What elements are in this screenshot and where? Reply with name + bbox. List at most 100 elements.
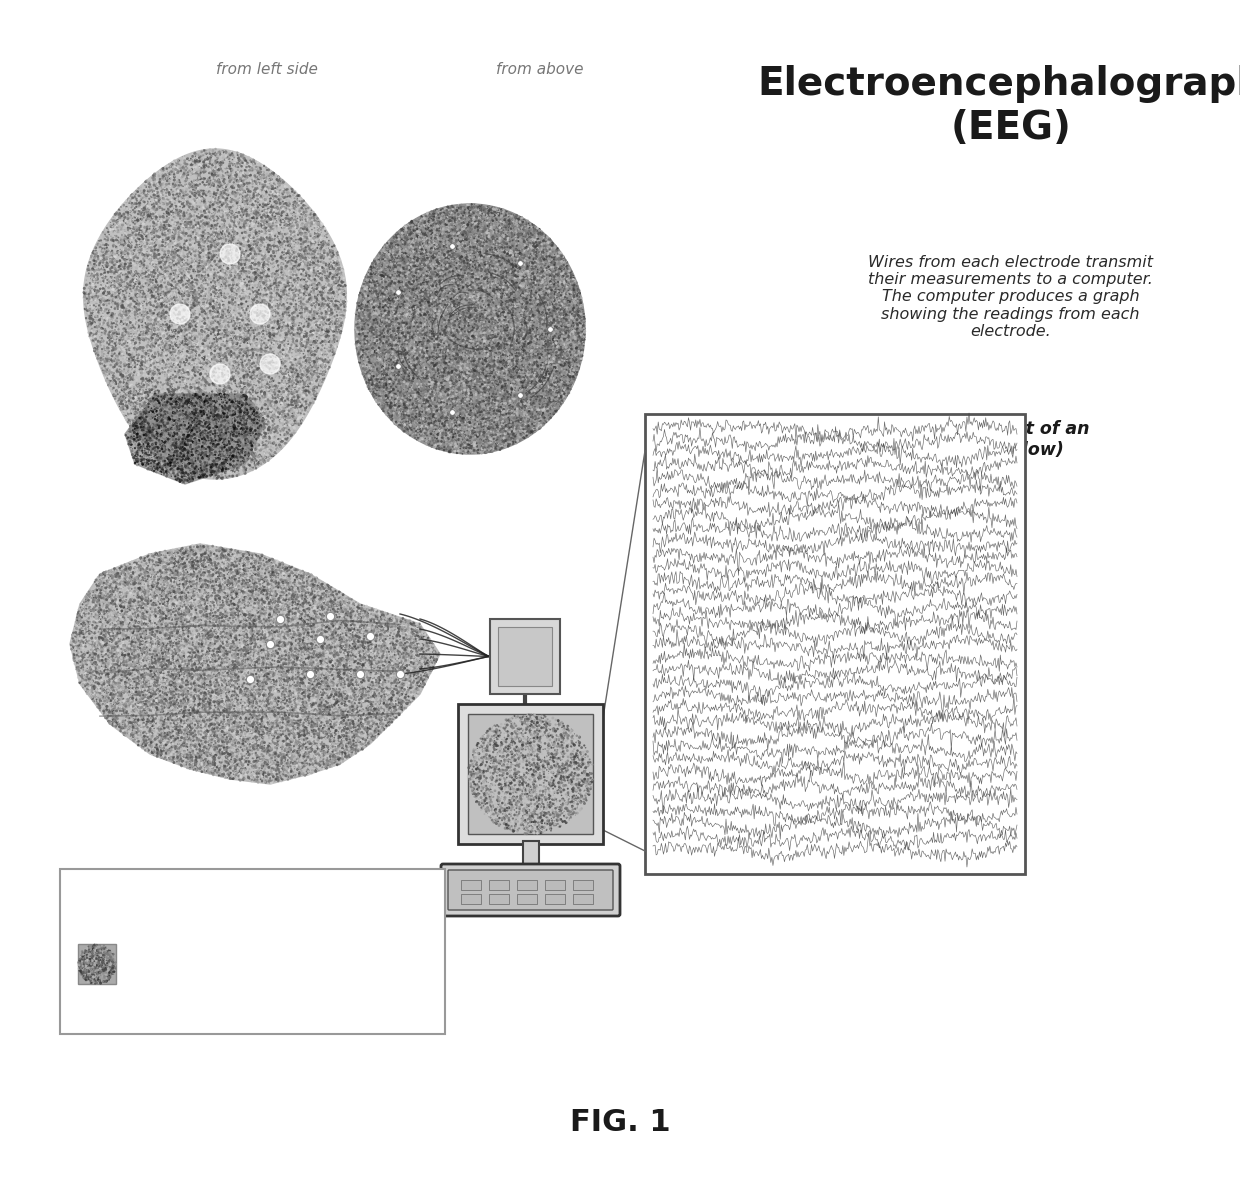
Point [496,760,516,779]
Point [161,433,181,452]
Point [226,296,246,315]
Point [497,220,517,239]
Point [345,709,365,728]
Point [368,253,388,272]
Point [257,761,277,780]
Point [503,212,523,231]
Point [164,643,184,662]
Point [428,201,448,220]
Point [510,780,529,799]
Point [161,676,181,695]
Point [289,373,309,392]
Point [202,382,222,401]
Point [257,723,277,742]
Point [467,381,487,400]
Point [191,732,211,751]
Point [246,404,265,423]
Point [77,587,97,606]
Point [213,680,233,699]
Point [172,417,192,436]
Point [157,366,177,385]
Point [309,701,329,720]
Point [160,654,180,673]
Point [84,298,104,317]
Point [97,704,117,723]
Point [272,732,291,751]
Point [135,635,155,654]
Point [368,612,388,631]
Point [296,366,316,385]
Point [398,225,418,244]
Point [140,437,160,456]
Point [501,311,521,330]
Point [246,578,265,597]
Point [179,278,198,297]
Point [376,281,396,300]
Point [201,668,221,687]
Point [278,431,298,450]
Point [258,343,278,362]
Point [238,603,258,622]
Point [198,553,218,572]
Point [136,645,156,664]
Point [321,597,341,616]
Point [102,246,122,265]
Point [232,562,252,581]
Point [405,334,425,353]
Point [511,281,531,300]
Point [513,818,533,837]
Point [122,603,141,622]
Point [77,619,97,638]
Point [105,329,125,348]
Point [299,584,319,603]
Point [181,567,201,586]
Point [285,597,305,616]
Point [181,431,201,450]
Point [548,246,568,265]
Point [315,313,335,332]
Point [386,308,405,327]
Point [184,744,203,762]
Point [281,738,301,757]
Point [552,307,572,326]
Point [228,339,248,358]
Point [494,433,513,452]
Point [464,272,484,291]
Point [203,723,223,742]
Point [496,307,516,326]
Point [423,425,443,444]
Point [191,575,211,594]
Point [479,208,498,227]
Point [148,574,167,593]
Point [93,664,113,683]
Point [133,256,153,275]
Point [479,258,498,277]
Point [110,644,130,663]
Point [465,433,485,452]
Point [176,392,196,411]
Point [150,723,170,742]
Point [250,388,270,407]
Point [466,322,486,341]
Point [332,652,352,671]
Point [207,205,227,224]
Point [405,387,425,406]
Point [191,759,211,778]
Point [155,572,175,591]
Point [480,220,500,239]
Point [210,456,229,475]
Point [177,694,197,713]
Point [485,358,505,377]
Point [253,324,273,343]
Point [415,268,435,287]
Point [117,262,136,281]
Point [222,710,242,729]
Point [141,697,161,716]
Point [438,335,458,354]
Point [315,638,335,657]
Point [455,287,475,305]
Point [376,236,396,255]
Point [324,245,343,264]
Point [497,404,517,423]
Point [284,726,304,745]
